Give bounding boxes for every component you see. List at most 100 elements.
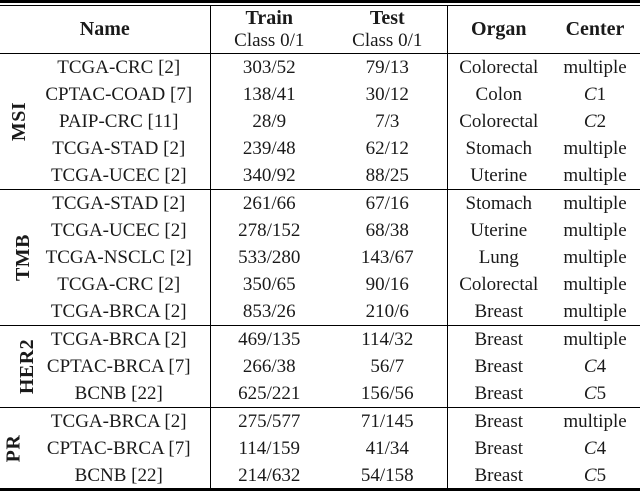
train-cell: 214/632 [238,464,301,486]
table-row: TCGA-UCEC [2] 340/92 88/25 Uterine multiple [0,162,640,190]
group-msi: MSI TCGA-CRC [2] 303/52 79/13 Colorectal mult… [0,53,640,190]
test-cell: 7/3 [375,110,400,132]
header-train: Train [245,6,293,29]
table-row: CPTAC-BRCA [7] 114/159 41/34 Breast C4 [0,435,640,462]
name-cell: TCGA-BRCA [2] [28,325,211,353]
train-cell: 350/65 [242,273,296,295]
center-cell: multiple [563,410,627,432]
organ-cell: Lung [446,244,551,271]
group-label-text: PR [2,434,25,463]
train-cell: 340/92 [242,164,296,186]
train-cell: 533/280 [238,246,301,268]
center-cell: C4 [583,437,607,459]
table-row: MSI TCGA-CRC [2] 303/52 79/13 Colorectal mult… [0,53,640,141]
center-cell: multiple [563,273,627,295]
table-row: CPTAC-BRCA [7] 266/38 56/7 Breast C4 [0,353,640,380]
test-cell: 143/67 [360,246,414,268]
organ-cell: Colon [446,81,551,108]
header-row-1: Name Train Test Organ Center [0,5,640,54]
name-cell: TCGA-NSCLC [2] [28,244,211,271]
organ-cell: Stomach [446,189,551,217]
name-cell: BCNB [22] [28,380,211,408]
name-cell: CPTAC-BRCA [7] [28,353,211,380]
organ-cell: Breast [446,435,551,462]
center-cell: multiple [563,192,627,214]
table-row: TMB TCGA-STAD [2] 261/66 67/16 Stomach multip… [0,189,640,281]
center-cell: C5 [583,382,607,404]
train-cell: 278/152 [238,219,301,241]
table-row: TCGA-UCEC [2] 278/152 68/38 Uterine multiple [0,217,640,244]
train-cell: 266/38 [242,355,296,377]
table-header: Name Train Test Organ Center Class 0/1 C… [0,5,640,54]
name-cell: TCGA-UCEC [2] [28,217,211,244]
organ-cell: Breast [446,380,551,408]
train-cell: 303/52 [242,56,296,78]
group-label-tmb: TMB [0,190,34,326]
name-cell: TCGA-BRCA [2] [28,298,211,326]
table-row: TCGA-CRC [2] 350/65 90/16 Colorectal multipl… [0,271,640,298]
name-cell: TCGA-STAD [2] [28,135,211,162]
group-label-text: TMB [12,233,35,282]
table-row: BCNB [22] 625/221 156/56 Breast C5 [0,380,640,408]
test-cell: 68/38 [365,219,409,241]
organ-cell: Breast [446,462,551,490]
test-cell: 41/34 [365,437,409,459]
header-test: Test [369,6,405,29]
center-cell: multiple [563,164,627,186]
organ-cell: Colorectal [446,53,551,81]
group-label-her2: HER2 [0,326,38,408]
table-row: TCGA-BRCA [2] 853/26 210/6 Breast multiple [0,298,640,326]
center-cell: multiple [563,56,627,78]
header-row-2: Class 0/1 Class 0/1 [0,30,640,54]
test-cell: 114/32 [361,328,414,350]
name-cell: PAIP-CRC [11] [28,108,211,135]
test-cell: 56/7 [370,355,405,377]
organ-cell: Breast [446,353,551,380]
test-cell: 88/25 [365,164,409,186]
center-cell: multiple [563,328,627,350]
table-row: BCNB [22] 214/632 54/158 Breast C5 [0,462,640,490]
train-cell: 853/26 [242,300,296,322]
organ-cell: Breast [446,407,551,435]
group-label-text: MSI [8,101,31,142]
center-cell: multiple [563,137,627,159]
table-row: TCGA-STAD [2] 239/48 62/12 Stomach multiple [0,135,640,162]
table-row: CPTAC-COAD [7] 138/41 30/12 Colon C1 [0,81,640,108]
table-row: PR TCGA-BRCA [2] 275/577 71/145 Breast multip… [0,407,640,462]
group-label-text: HER2 [16,338,39,395]
name-cell: TCGA-BRCA [2] [28,407,211,435]
center-cell: multiple [563,219,627,241]
center-cell: C1 [583,83,607,105]
group-label-msi: MSI [0,54,31,190]
table-row: HER2 TCGA-BRCA [2] 469/135 114/32 Breast mult… [0,325,640,394]
table-row: PAIP-CRC [11] 28/9 7/3 Colorectal C2 [0,108,640,135]
table-row: TCGA-NSCLC [2] 533/280 143/67 Lung multiple [0,244,640,271]
train-cell: 261/66 [242,192,296,214]
test-cell: 54/158 [360,464,414,486]
name-cell: TCGA-CRC [2] [28,53,211,81]
header-organ: Organ [446,5,551,54]
test-cell: 71/145 [360,410,414,432]
header-train-class: Class 0/1 [234,30,305,51]
test-cell: 90/16 [365,273,409,295]
name-cell: CPTAC-COAD [7] [28,81,211,108]
name-cell: TCGA-STAD [2] [28,189,211,217]
test-cell: 67/16 [365,192,409,214]
train-cell: 28/9 [252,110,287,132]
train-cell: 469/135 [238,328,301,350]
name-cell: BCNB [22] [28,462,211,490]
organ-cell: Breast [446,325,551,353]
organ-cell: Colorectal [446,271,551,298]
train-cell: 239/48 [242,137,296,159]
test-cell: 62/12 [365,137,409,159]
name-cell: TCGA-CRC [2] [28,271,211,298]
center-cell: multiple [563,246,627,268]
header-name: Name [0,5,211,54]
group-her2: HER2 TCGA-BRCA [2] 469/135 114/32 Breast mult… [0,325,640,408]
train-cell: 275/577 [238,410,301,432]
organ-cell: Breast [446,298,551,326]
center-cell: multiple [563,300,627,322]
header-test-class: Class 0/1 [352,30,423,51]
